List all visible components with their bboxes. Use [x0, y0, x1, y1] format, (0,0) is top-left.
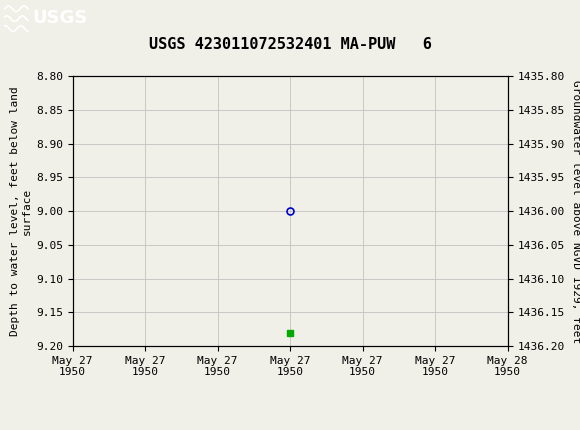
- Y-axis label: Depth to water level, feet below land
surface: Depth to water level, feet below land su…: [10, 86, 32, 336]
- Text: USGS: USGS: [32, 9, 87, 27]
- Y-axis label: Groundwater level above NGVD 1929, feet: Groundwater level above NGVD 1929, feet: [571, 80, 580, 343]
- Text: USGS 423011072532401 MA-PUW   6: USGS 423011072532401 MA-PUW 6: [148, 37, 432, 52]
